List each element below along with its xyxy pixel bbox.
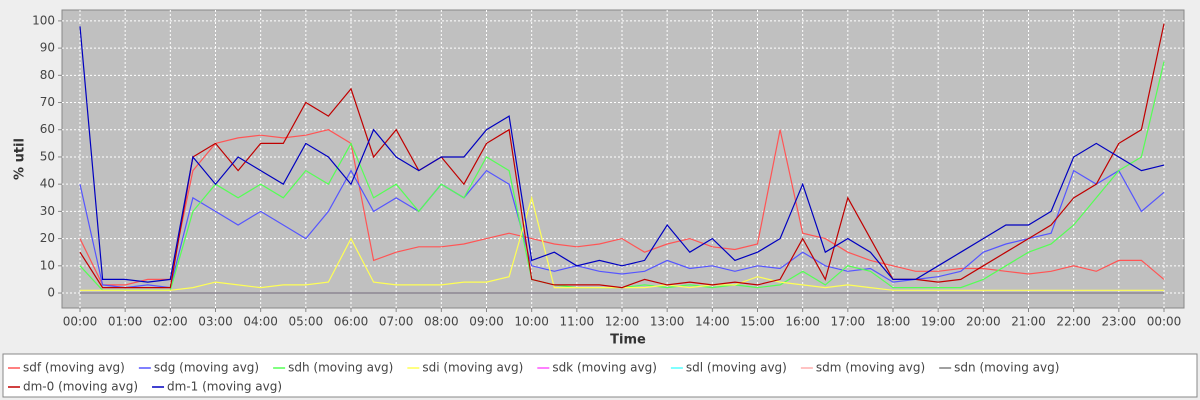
plot-area [61, 9, 1185, 309]
x-axis-title: Time [610, 333, 646, 348]
x-tick-label: 20:00 [966, 315, 1001, 329]
legend-box [2, 353, 1198, 398]
y-tick-label: 10 [40, 258, 55, 272]
y-tick-label: 20 [40, 231, 55, 245]
x-tick-label: 10:00 [514, 315, 549, 329]
legend-label: sdf (moving avg) [23, 361, 125, 375]
y-tick-label: 30 [40, 204, 55, 218]
x-tick-label: 06:00 [334, 315, 369, 329]
series-line [79, 129, 1165, 286]
y-tick-label: 50 [40, 149, 55, 163]
y-tick-label: 80 [40, 68, 55, 82]
x-tick-label: 11:00 [560, 315, 595, 329]
legend-label: sdi (moving avg) [422, 361, 523, 375]
legend-label: dm-1 (moving avg) [167, 380, 282, 394]
legend-label: sdg (moving avg) [154, 361, 259, 375]
x-tick-label: 22:00 [1056, 315, 1091, 329]
legend-label: sdh (moving avg) [288, 361, 393, 375]
x-tick-label: 13:00 [650, 315, 685, 329]
x-tick-label: 17:00 [831, 315, 866, 329]
y-tick-label: 100 [32, 13, 55, 27]
x-tick-label: 16:00 [785, 315, 820, 329]
x-tick-label: 07:00 [379, 315, 414, 329]
x-tick-label: 01:00 [108, 315, 143, 329]
legend-label: dm-0 (moving avg) [23, 380, 138, 394]
x-tick-label: 09:00 [469, 315, 504, 329]
y-tick-label: 90 [40, 41, 55, 55]
x-tick-label: 19:00 [921, 315, 956, 329]
y-tick-label: 0 [47, 286, 55, 300]
x-tick-label: 05:00 [289, 315, 324, 329]
x-tick-label: 04:00 [243, 315, 278, 329]
y-tick-label: 40 [40, 177, 55, 191]
legend-label: sdk (moving avg) [552, 361, 657, 375]
legend-label: sdm (moving avg) [816, 361, 925, 375]
series-line [79, 26, 1165, 283]
y-tick-label: 70 [40, 95, 55, 109]
x-tick-label: 21:00 [1011, 315, 1046, 329]
x-tick-label: 12:00 [605, 315, 640, 329]
x-tick-label: 00:00 [1147, 315, 1182, 329]
x-tick-label: 15:00 [740, 315, 775, 329]
y-axis-title: % util [13, 138, 28, 180]
legend-label: sdn (moving avg) [954, 361, 1059, 375]
y-tick-label: 60 [40, 122, 55, 136]
series-line [79, 169, 1165, 289]
x-tick-label: 08:00 [424, 315, 459, 329]
legend-label: sdl (moving avg) [686, 361, 787, 375]
x-tick-label: 03:00 [198, 315, 233, 329]
x-tick-label: 23:00 [1102, 315, 1137, 329]
x-tick-label: 02:00 [153, 315, 188, 329]
x-tick-label: 18:00 [876, 315, 911, 329]
x-tick-label: 00:00 [63, 315, 98, 329]
x-tick-label: 14:00 [695, 315, 730, 329]
series-line [79, 23, 1165, 289]
